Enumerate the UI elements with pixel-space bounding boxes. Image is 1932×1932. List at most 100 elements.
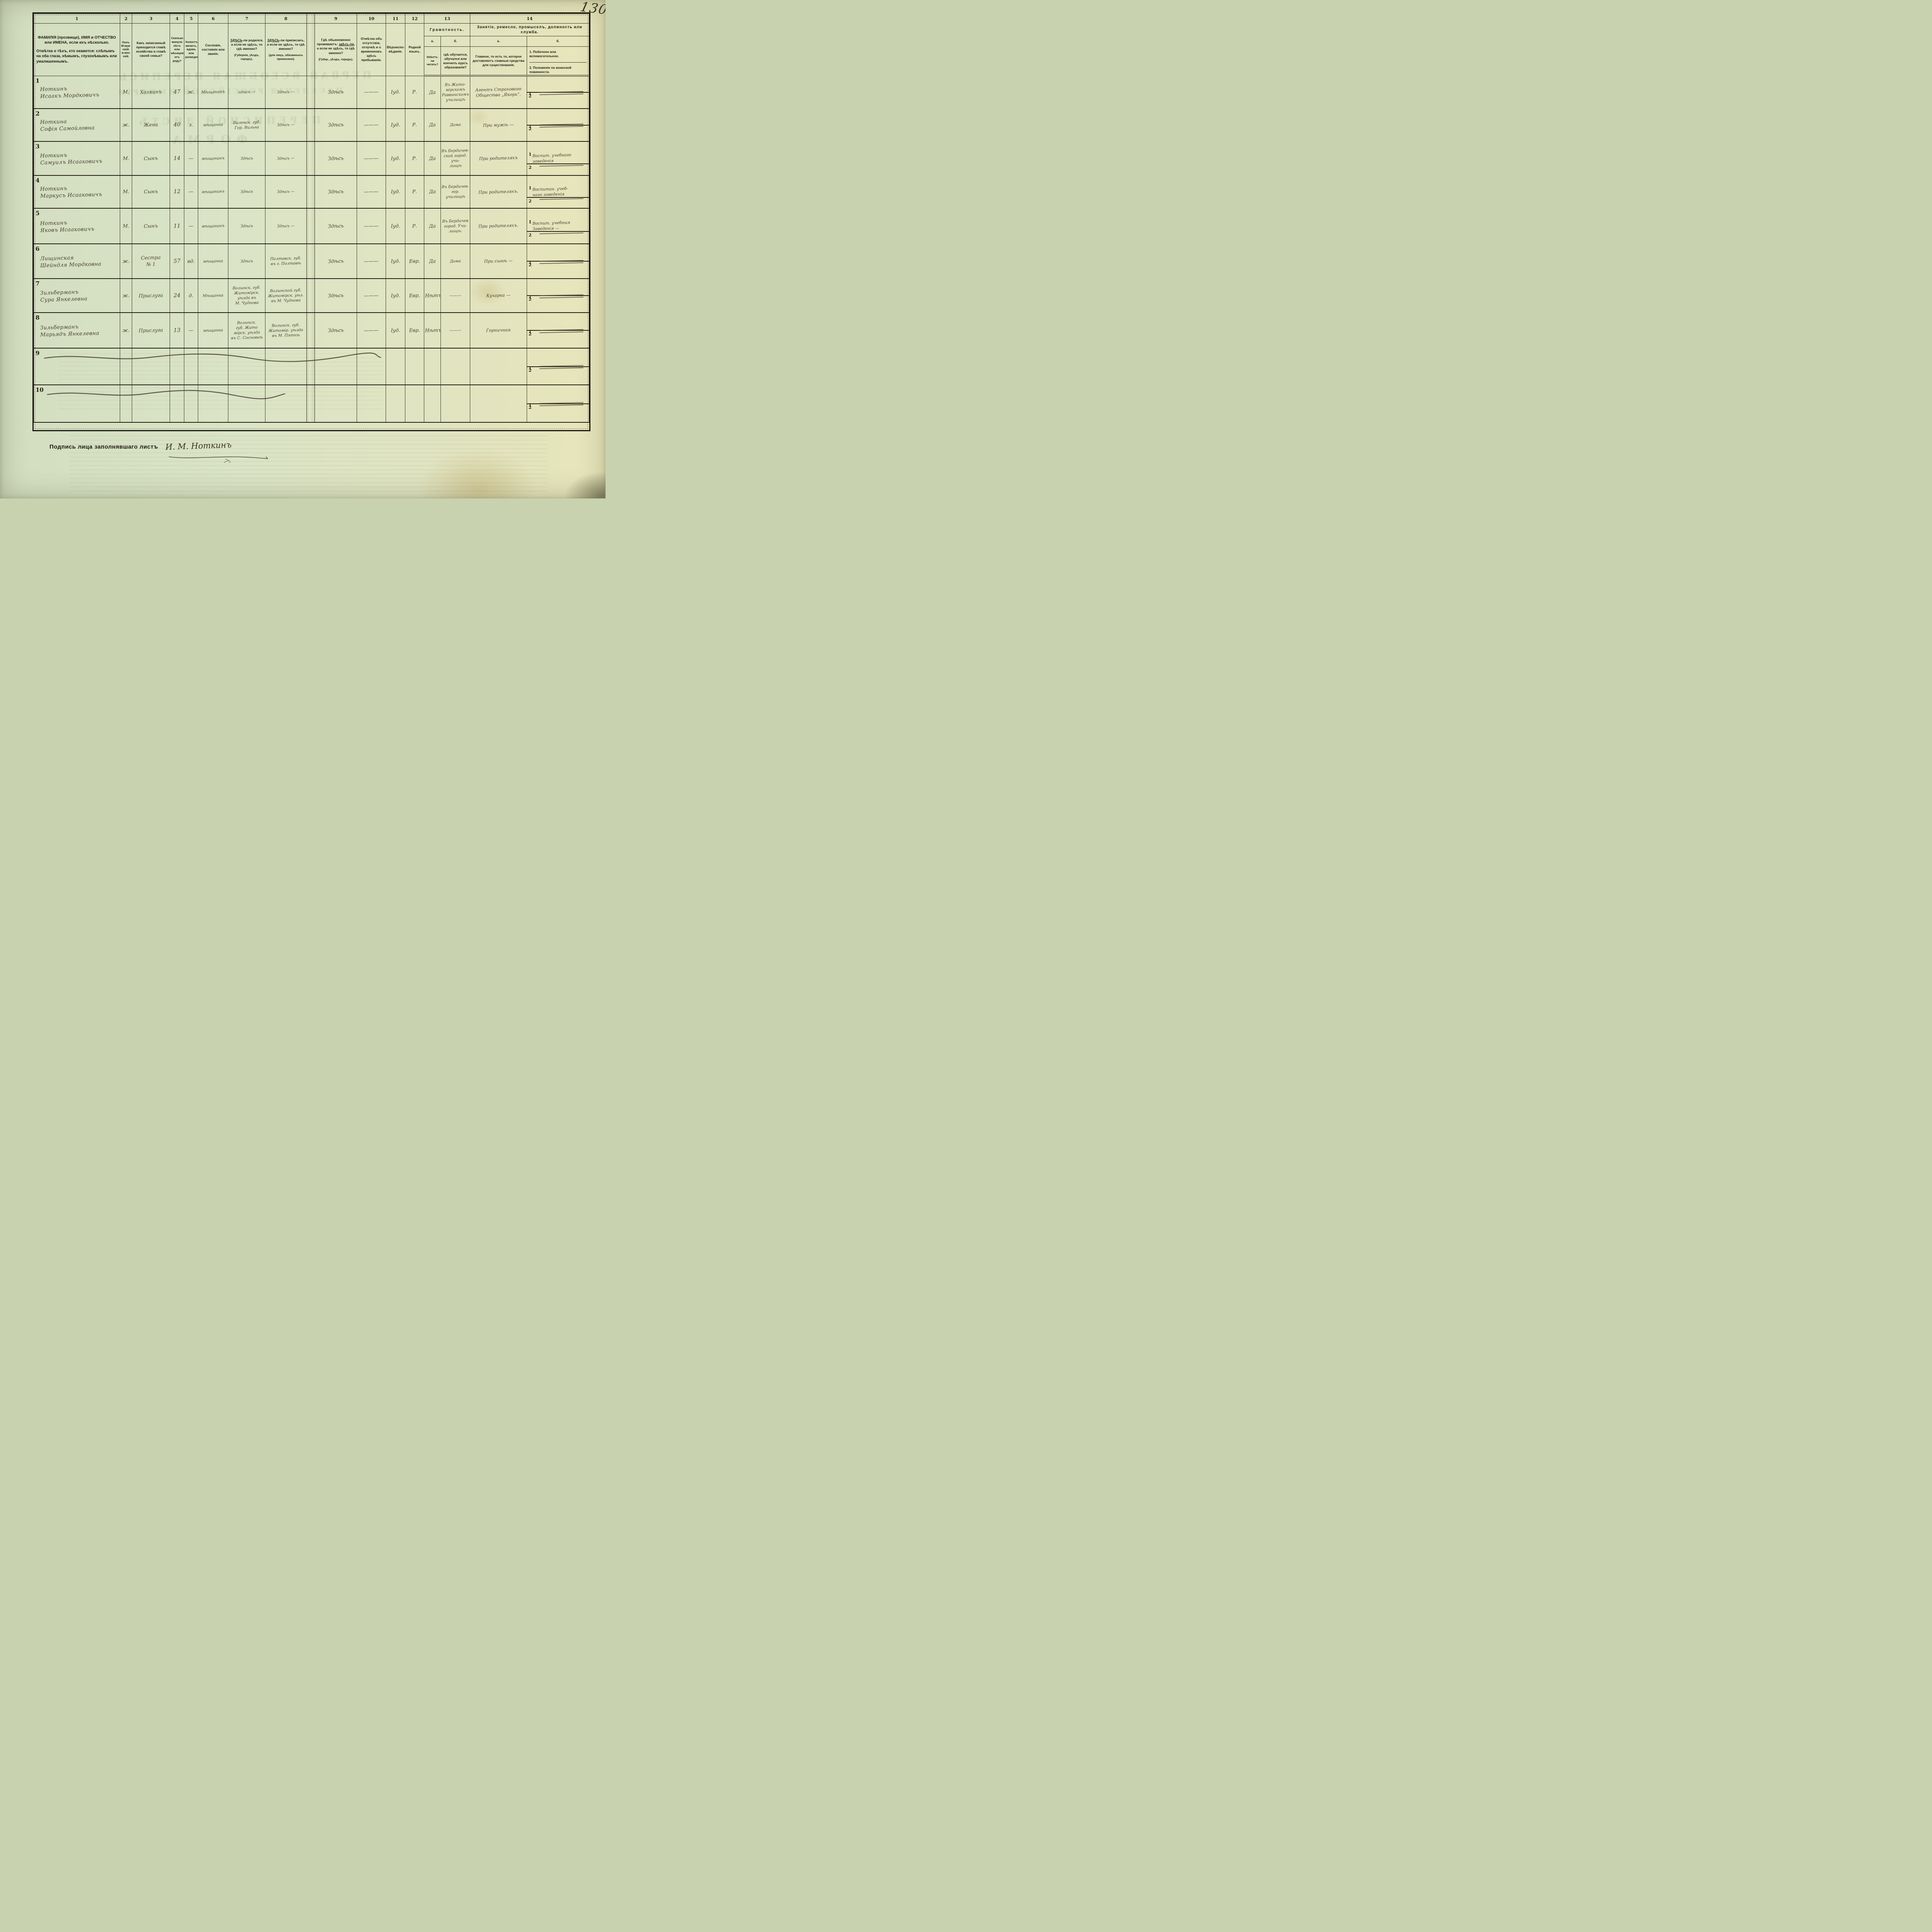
cell-religion: Іуд. bbox=[385, 243, 406, 279]
census-table-header: 1 2 3 4 5 6 7 8 9 10 11 12 13 14 bbox=[34, 14, 590, 77]
cell-side-occupation: 1 2 bbox=[526, 312, 590, 349]
side-occupation-1-value: Воспитан. учеб- наго заведенія bbox=[532, 186, 568, 197]
cell-absence: ——— bbox=[357, 243, 386, 279]
birthplace-value: Волынск. губ. Жито мірск. уѣзда въ С. Со… bbox=[231, 320, 263, 341]
occupation-value bbox=[471, 403, 526, 405]
cell-name: 2 Ноткина Софія Самойловна bbox=[34, 108, 120, 142]
cell-religion: Іуд. bbox=[385, 108, 406, 142]
estate-value: мѣщанка bbox=[203, 328, 223, 333]
cell-language: Р. bbox=[405, 175, 425, 209]
registration-value bbox=[266, 366, 305, 367]
side-occupation-2: 2 bbox=[527, 262, 588, 267]
absence-value: ——— bbox=[364, 121, 379, 128]
cell-relation: Сестра № 1 bbox=[132, 243, 170, 279]
side-occupation-1: 1 bbox=[527, 402, 589, 408]
cell-side-occupation: 1 2 bbox=[526, 348, 590, 386]
cell-marital bbox=[184, 348, 199, 386]
cell-relation: Прислуга bbox=[132, 278, 170, 313]
cell-estate: мѣщанка bbox=[198, 312, 228, 349]
cell-residence: Здѣсь bbox=[315, 243, 357, 279]
education-value bbox=[442, 366, 469, 367]
cell-absence bbox=[357, 384, 386, 423]
religion-value bbox=[387, 403, 404, 404]
cell-main-occupation bbox=[470, 384, 527, 423]
side-occupation-1-value: Воспит. учебныя Заведенія — bbox=[532, 220, 570, 232]
side-occupation-1: 1 Воспит. учебнаго заведенія bbox=[527, 151, 589, 165]
registration-value: Волынск. губ. Житомір. уѣзда въ М. Пяткѣ bbox=[268, 323, 303, 338]
cell-sex: ж. bbox=[119, 278, 133, 313]
relation-value: Жена bbox=[143, 121, 158, 128]
education-value: Въ Бердичев город. Учи- лищѣ. bbox=[442, 218, 469, 234]
cell-marital: — bbox=[184, 175, 199, 209]
cell-relation: Хозяинъ bbox=[132, 75, 170, 109]
column-number: 13 bbox=[424, 14, 471, 24]
side-occupation-1-label: 1 bbox=[528, 185, 532, 190]
side-occupation-2-label: 2 bbox=[528, 165, 532, 170]
cell-relation: Сынъ bbox=[132, 208, 170, 245]
registration-value: Здѣсь — bbox=[277, 90, 295, 95]
header-text-row: ФАМИЛІЯ (прозвище), ИМЯ и ОТЧЕСТВО или И… bbox=[34, 23, 589, 76]
cell-birthplace: Волынск. губ. Житомірск. уѣзда въ М. Чуд… bbox=[228, 278, 266, 313]
sex-value: М. bbox=[122, 189, 129, 195]
marital-value: — bbox=[189, 189, 194, 195]
language-value: Р. bbox=[412, 223, 417, 229]
column-number: 8 bbox=[265, 14, 307, 24]
cell-sex: М. bbox=[119, 208, 133, 245]
cell-registration: Волынской губ. Житомірск. уѣз. въ М. Чуд… bbox=[265, 278, 307, 313]
side-occupation-2-label: 2 bbox=[528, 405, 532, 410]
cell-registration: Здѣсь — bbox=[265, 141, 307, 176]
sex-value: М. bbox=[122, 88, 129, 95]
fold-gap bbox=[306, 348, 315, 386]
estate-value: мѣщанка bbox=[203, 122, 223, 128]
side-occupation-2-label: 2 bbox=[528, 198, 532, 204]
absence-value: ——— bbox=[364, 223, 379, 229]
cell-residence: Здѣсь bbox=[315, 278, 357, 313]
cell-residence bbox=[315, 348, 357, 386]
header-text: -ли родился, а если не здѣсь, то гдѣ име… bbox=[231, 38, 264, 51]
occupation-value: При мужѣ — bbox=[483, 122, 514, 128]
side-occupation-2: 2 bbox=[527, 331, 588, 337]
cell-marital: з. bbox=[184, 108, 199, 142]
registration-value: Здѣсь — bbox=[277, 156, 295, 161]
cell-age bbox=[170, 348, 185, 386]
cell-sex bbox=[119, 384, 133, 423]
census-table-body: 1 Ноткинъ Исаакъ Мордковичъ М. Хозяинъ 4… bbox=[34, 75, 590, 423]
cell-name: 4 Ноткинъ Маркусъ Исааковичъ bbox=[34, 175, 120, 209]
person-name: Ноткинъ Маркусъ Исааковичъ bbox=[40, 185, 102, 200]
subheader-text-row: Умѣетъ-ли читать? гдѣ обучается, обучалс… bbox=[34, 46, 590, 77]
cell-education bbox=[440, 384, 471, 423]
residence-value bbox=[316, 403, 356, 404]
cell-estate: мѣщанинъ bbox=[198, 141, 228, 176]
column-number: 9 bbox=[315, 14, 357, 24]
cell-registration bbox=[265, 348, 307, 386]
cell-can-read: Да bbox=[424, 208, 441, 245]
cell-can-read bbox=[424, 348, 441, 386]
occupation-value: Горничная bbox=[486, 327, 511, 333]
language-value: Р. bbox=[412, 189, 417, 195]
language-value bbox=[406, 366, 423, 367]
sex-value: М. bbox=[122, 155, 129, 161]
cell-absence: ——— bbox=[357, 75, 386, 109]
cell-sex: М. bbox=[119, 141, 133, 176]
absence-value bbox=[358, 403, 385, 404]
signature-label: Подпись лица заполнявшаго листъ bbox=[49, 444, 158, 450]
residence-value bbox=[316, 366, 356, 367]
cell-absence: ——— bbox=[357, 175, 386, 209]
header-residence: Гдѣ обыкновенно проживаетъ: здѣсь-ли, а … bbox=[315, 23, 357, 76]
cell-residence: Здѣсь bbox=[315, 175, 357, 209]
cell-education: Дома bbox=[440, 243, 471, 279]
cell-birthplace: Волынск. губ. Жито мірск. уѣзда въ С. Со… bbox=[228, 312, 266, 349]
relation-value: Прислуга bbox=[139, 327, 163, 333]
fold-gap bbox=[306, 175, 315, 209]
cell-sex: ж. bbox=[119, 108, 133, 142]
census-table: 1 2 3 4 5 6 7 8 9 10 11 12 13 14 bbox=[34, 14, 590, 423]
birthplace-value: Виленск. губ. Гор. Вильна bbox=[233, 120, 260, 130]
column-number: 11 bbox=[385, 14, 406, 24]
subheader-label-14b: б. bbox=[526, 36, 590, 47]
cell-marital: — bbox=[184, 312, 199, 349]
header-text: , а если не здѣсь, то гдѣ именно? bbox=[317, 42, 355, 55]
cell-estate bbox=[198, 348, 228, 386]
cell-age: 47 bbox=[170, 75, 185, 109]
row-number: 3 bbox=[36, 143, 40, 150]
age-value: 40 bbox=[173, 121, 181, 128]
